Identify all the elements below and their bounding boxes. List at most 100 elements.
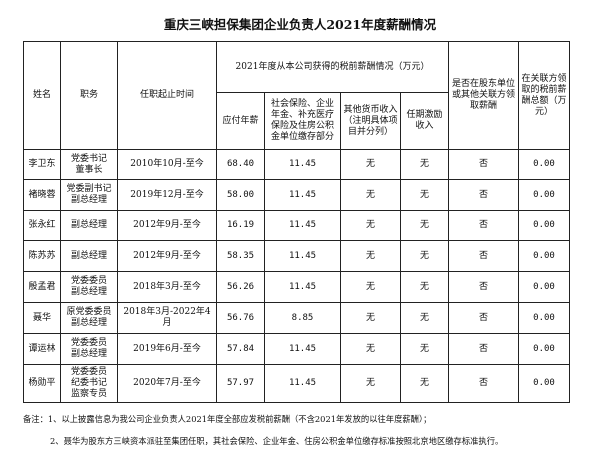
cell-name: 张永红 (23, 210, 61, 241)
table-row: 李卫东 党委书记 董事长 2010年10月-至今 68.40 11.45 无无否 0.00 (23, 149, 570, 180)
header-social-insurance: 社会保险、企业年金、补充医疗保险及住房公积金单位缴存部分 (264, 92, 341, 150)
cell-name: 杨勋平 (23, 364, 61, 403)
cell-position: 党委委员 副总经理 (60, 271, 118, 303)
header-incentive: 任期激励收入 (400, 92, 449, 150)
position-line: 原党委委员 (66, 307, 112, 317)
position-line: 党委委员 (70, 367, 107, 377)
cell-social-insurance: 11.45 (264, 364, 341, 403)
cell-related-amount: 0.00 (518, 179, 570, 211)
cell-annual-salary: 56.76 (216, 302, 265, 334)
cell-other-income: 无 (340, 240, 401, 272)
cell-annual-salary: 58.35 (216, 240, 265, 272)
position-line: 监察专员 (70, 389, 107, 399)
cell-position: 党委书记 董事长 (60, 149, 118, 180)
cell-related-amount: 0.00 (518, 271, 570, 303)
cell-annual-salary: 58.00 (216, 179, 265, 211)
cell-related-flag: 否 (448, 210, 519, 241)
position-line: 董事长 (75, 164, 103, 175)
cell-position: 副总经理 (60, 240, 118, 272)
cell-incentive: 无 (400, 179, 449, 211)
cell-other-income: 无 (340, 302, 401, 334)
position-line: 副总经理 (70, 287, 107, 297)
cell-annual-salary: 16.19 (216, 210, 265, 241)
header-term: 任职起止时间 (117, 41, 217, 150)
cell-term: 2018年3月-2022年4月 (117, 302, 217, 334)
note-2: 2、聂华为股东方三峡资本派驻至集团任职，其社会保险、企业年金、住房公积金单位缴存… (50, 436, 504, 446)
position-line: 党委委员 (70, 276, 107, 286)
cell-related-flag: 否 (448, 271, 519, 303)
cell-social-insurance: 11.45 (264, 179, 341, 211)
cell-name: 李卫东 (23, 149, 61, 180)
position-line: 党委副书记 (66, 184, 112, 194)
cell-other-income: 无 (340, 210, 401, 241)
header-group: 2021年度从本公司获得的税前薪酬情况（万元） (216, 41, 449, 93)
position-line: 副总经理 (70, 220, 107, 230)
cell-social-insurance: 11.45 (264, 240, 341, 272)
cell-related-flag: 否 (448, 364, 519, 403)
cell-related-flag: 否 (448, 333, 519, 365)
table-row: 褚晓蓉 党委副书记 副总经理 2019年12月-至今 58.00 11.45 无无否 0.00 (23, 179, 570, 211)
cell-related-flag: 否 (448, 149, 519, 180)
header-related-amount: 在关联方领取的税前薪酬总额（万元） (518, 41, 570, 150)
cell-related-amount: 0.00 (518, 302, 570, 334)
cell-annual-salary: 57.97 (216, 364, 265, 403)
cell-position: 原党委委员 副总经理 (60, 302, 118, 334)
table-row: 谭运林 党委委员 副总经理 2019年6月-至今 57.84 11.45 无无否 0.00 (23, 333, 570, 365)
position-line: 副总经理 (70, 349, 107, 359)
position-line: 副总经理 (70, 195, 107, 205)
cell-related-amount: 0.00 (518, 240, 570, 272)
page-title: 重庆三峡担保集团企业负责人2021年度薪酬情况 (163, 17, 437, 32)
cell-term: 2012年9月-至今 (117, 210, 217, 241)
cell-position: 党委委员 副总经理 (60, 333, 118, 365)
cell-term: 2012年9月-至今 (117, 240, 217, 272)
cell-related-amount: 0.00 (518, 149, 570, 180)
cell-social-insurance: 11.45 (264, 149, 341, 180)
cell-other-income: 无 (340, 271, 401, 303)
cell-related-amount: 0.00 (518, 364, 570, 403)
cell-position: 党委委员 纪委书记 监察专员 (60, 364, 118, 403)
cell-incentive: 无 (400, 333, 449, 365)
position-line: 副总经理 (70, 318, 107, 328)
table-row: 张永红 副总经理 2012年9月-至今 16.19 11.45 无无否 0.00 (23, 210, 570, 241)
cell-related-flag: 否 (448, 240, 519, 272)
cell-related-flag: 否 (448, 179, 519, 211)
cell-term: 2019年12月-至今 (117, 179, 217, 211)
cell-name: 殷孟君 (23, 271, 61, 303)
cell-related-amount: 0.00 (518, 333, 570, 365)
salary-table: 姓名 职务 任职起止时间 2021年度从本公司获得的税前薪酬情况（万元） 是否在… (23, 41, 570, 403)
header-annual-salary: 应付年薪 (216, 92, 265, 150)
header-other-income: 其他货币收入（注明具体项目并分列） (340, 92, 401, 150)
cell-other-income: 无 (340, 179, 401, 211)
position-line: 党委委员 (70, 338, 107, 348)
cell-incentive: 无 (400, 271, 449, 303)
cell-term: 2019年6月-至今 (117, 333, 217, 365)
table-row: 聂华 原党委委员 副总经理 2018年3月-2022年4月 56.76 8.85 无无否 0.… (23, 302, 570, 334)
cell-name: 褚晓蓉 (23, 179, 61, 211)
header-name: 姓名 (23, 41, 61, 150)
cell-incentive: 无 (400, 302, 449, 334)
table-row: 殷孟君 党委委员 副总经理 2018年3月-至今 56.26 11.45 无无否 0.00 (23, 271, 570, 303)
cell-position: 党委副书记 副总经理 (60, 179, 118, 211)
header-related-flag: 是否在股东单位或其他关联方领取薪酬 (448, 41, 519, 150)
cell-social-insurance: 8.85 (264, 302, 341, 334)
cell-related-amount: 0.00 (518, 210, 570, 241)
cell-annual-salary: 68.40 (216, 149, 265, 180)
cell-annual-salary: 57.84 (216, 333, 265, 365)
cell-name: 谭运林 (23, 333, 61, 365)
cell-annual-salary: 56.26 (216, 271, 265, 303)
position-line: 党委书记 (70, 153, 107, 164)
cell-position: 副总经理 (60, 210, 118, 241)
cell-incentive: 无 (400, 364, 449, 403)
table-row: 杨勋平 党委委员 纪委书记 监察专员 2020年7月-至今 57.97 11.45 无无否 0.… (23, 364, 570, 403)
note-1: 备注：1、以上披露信息为我公司企业负责人2021年度全部应发税前薪酬（不含202… (23, 414, 432, 424)
position-line: 副总经理 (70, 250, 107, 261)
table-row: 陈苏苏 副总经理 2012年9月-至今 58.35 11.45 无无否 0.00 (23, 240, 570, 272)
cell-other-income: 无 (340, 333, 401, 365)
cell-incentive: 无 (400, 149, 449, 180)
cell-other-income: 无 (340, 149, 401, 180)
header-position: 职务 (60, 41, 118, 150)
cell-social-insurance: 11.45 (264, 333, 341, 365)
cell-incentive: 无 (400, 210, 449, 241)
cell-related-flag: 否 (448, 302, 519, 334)
cell-name: 陈苏苏 (23, 240, 61, 272)
